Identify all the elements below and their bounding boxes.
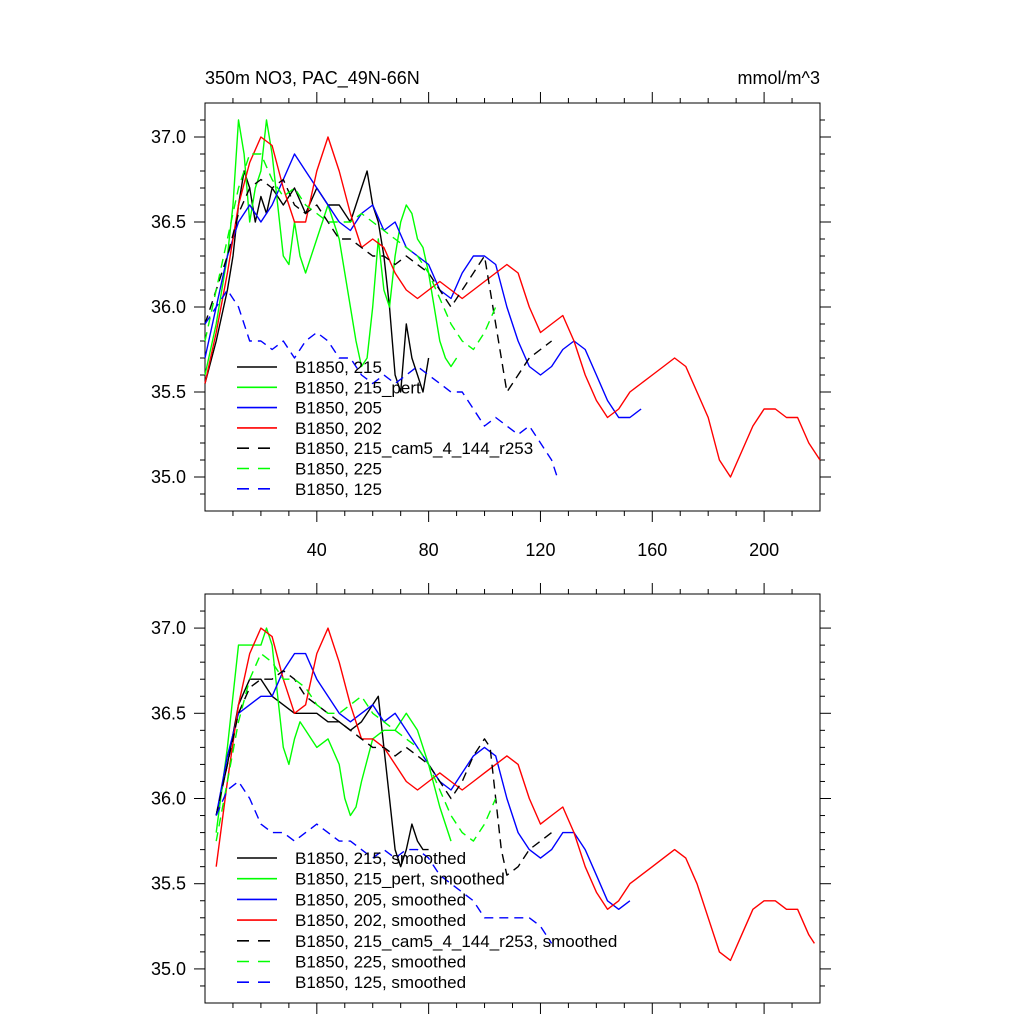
legend-label-2: B1850, 215_pert, smoothed xyxy=(295,870,505,889)
x-tick-label: 80 xyxy=(419,540,439,560)
y-tick-label: 36.0 xyxy=(151,297,186,317)
series-line-4 xyxy=(204,136,821,478)
x-tick-label: 40 xyxy=(307,540,327,560)
legend-label-5: B1850, 215_cam5_4_144_r253 xyxy=(295,439,533,458)
series-line-6 xyxy=(215,652,497,842)
series-line-6 xyxy=(204,153,497,351)
legend-label-3: B1850, 205, smoothed xyxy=(295,890,466,909)
y-tick-label: 35.5 xyxy=(151,874,186,894)
series-line-2 xyxy=(215,627,452,842)
legend-label-2: B1850, 215_pert xyxy=(295,378,421,397)
legend-label-5: B1850, 215_cam5_4_144_r253, smoothed xyxy=(295,932,617,951)
legend-label-6: B1850, 225 xyxy=(295,460,382,479)
x-tick-label: 120 xyxy=(525,540,555,560)
series-line-5 xyxy=(215,670,553,876)
legend-label-3: B1850, 205 xyxy=(295,399,382,418)
y-tick-label: 36.5 xyxy=(151,212,186,232)
bottom-panel: 35.0 35.5 36.0 36.5 37.0 B1850, 215, smoothed… xyxy=(151,583,831,1014)
legend-label-7: B1850, 125 xyxy=(295,480,382,499)
y-tick-label: 37.0 xyxy=(151,618,186,638)
x-tick-label: 200 xyxy=(749,540,779,560)
series-line-4 xyxy=(215,627,815,962)
y-tick-label: 35.0 xyxy=(151,467,186,487)
title-left: 350m NO3, PAC_49N-66N xyxy=(205,68,420,89)
y-tick-label: 35.0 xyxy=(151,959,186,979)
legend-label-4: B1850, 202, smoothed xyxy=(295,911,466,930)
legend-label-7: B1850, 125, smoothed xyxy=(295,973,466,992)
y-tick-label: 35.5 xyxy=(151,382,186,402)
title-right: mmol/m^3 xyxy=(738,68,820,88)
series-line-3 xyxy=(204,153,642,419)
series-line-1 xyxy=(215,678,429,868)
x-tick-label: 160 xyxy=(637,540,667,560)
legend-label-1: B1850, 215 xyxy=(295,358,382,377)
legend-label-4: B1850, 202 xyxy=(295,419,382,438)
legend-label-1: B1850, 215, smoothed xyxy=(295,849,466,868)
series-line-2 xyxy=(204,119,458,376)
y-tick-label: 36.0 xyxy=(151,789,186,809)
y-tick-label: 36.5 xyxy=(151,703,186,723)
y-tick-label: 37.0 xyxy=(151,127,186,147)
top-panel: 35.0 35.5 36.0 36.5 37.0 40 80 120 160 200 B1850, … xyxy=(151,92,831,560)
series-line-7 xyxy=(204,289,558,478)
legend-label-6: B1850, 225, smoothed xyxy=(295,953,466,972)
